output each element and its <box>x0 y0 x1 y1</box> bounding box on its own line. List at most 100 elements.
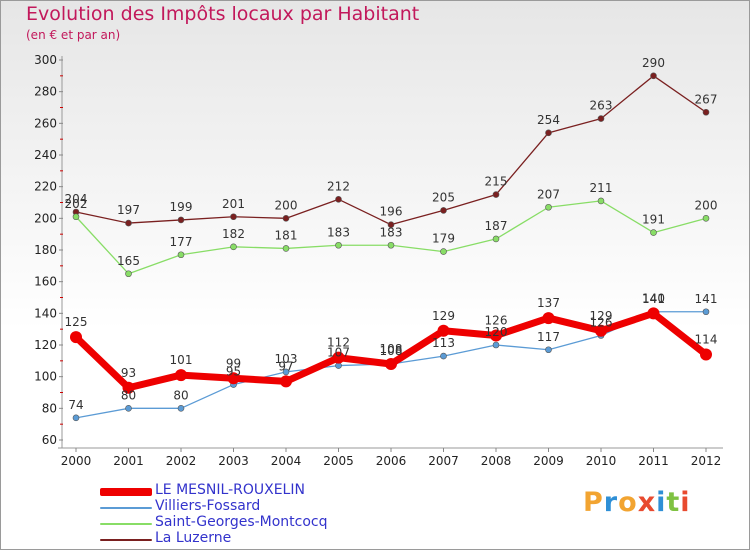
data-label-villiers-fossard: 80 <box>173 388 188 402</box>
data-point-saint-georges-montcocq <box>125 270 132 278</box>
data-point-le-mesnil-rouxelin <box>490 329 502 342</box>
legend-item-le-mesnil-rouxelin: LE MESNIL-ROUXELIN <box>100 482 400 500</box>
data-label-le-mesnil-rouxelin: 125 <box>65 315 88 329</box>
data-label-le-mesnil-rouxelin: 108 <box>380 342 403 356</box>
data-label-villiers-fossard: 141 <box>695 292 718 306</box>
data-point-le-mesnil-rouxelin <box>595 324 607 337</box>
proxiti-logo: Proxiti <box>583 487 691 518</box>
y-tick-label: 60 <box>42 433 57 447</box>
data-label-la-luzerne: 254 <box>537 113 560 127</box>
legend-item-la-luzerne: La Luzerne <box>100 530 400 548</box>
x-tick-label: 2005 <box>323 454 354 468</box>
data-label-le-mesnil-rouxelin: 137 <box>537 296 560 310</box>
data-point-la-luzerne <box>650 72 657 80</box>
legend-label-saint-georges-montcocq: Saint-Georges-Montcocq <box>155 514 328 530</box>
data-label-le-mesnil-rouxelin: 101 <box>170 353 193 367</box>
x-tick-label: 2009 <box>533 454 564 468</box>
data-point-villiers-fossard <box>72 414 80 422</box>
data-label-saint-georges-montcocq: 191 <box>642 213 665 227</box>
data-point-le-mesnil-rouxelin <box>175 369 187 382</box>
data-label-la-luzerne: 212 <box>327 179 350 193</box>
data-label-le-mesnil-rouxelin: 129 <box>590 309 613 323</box>
legend-swatch-le-mesnil-rouxelin <box>100 488 152 496</box>
data-label-la-luzerne: 215 <box>485 175 508 189</box>
data-point-la-luzerne <box>177 216 185 224</box>
data-point-le-mesnil-rouxelin <box>332 351 345 364</box>
data-label-la-luzerne: 199 <box>170 200 193 214</box>
data-point-la-luzerne <box>702 108 710 116</box>
data-point-villiers-fossard <box>702 308 710 316</box>
x-tick-label: 2008 <box>481 454 512 468</box>
legend-item-villiers-fossard: Villiers-Fossard <box>100 498 400 516</box>
data-label-le-mesnil-rouxelin: 93 <box>121 366 136 380</box>
legend-swatch-villiers-fossard <box>100 507 152 509</box>
data-label-le-mesnil-rouxelin: 114 <box>695 333 718 347</box>
x-tick-label: 2003 <box>218 454 249 468</box>
y-tick-label: 80 <box>42 401 57 415</box>
data-label-saint-georges-montcocq: 187 <box>485 219 508 233</box>
data-label-saint-georges-montcocq: 207 <box>537 187 560 201</box>
data-point-la-luzerne <box>387 221 395 228</box>
y-tick-label: 260 <box>34 116 57 130</box>
data-label-la-luzerne: 201 <box>222 197 245 211</box>
legend-label-villiers-fossard: Villiers-Fossard <box>155 498 261 514</box>
data-point-le-mesnil-rouxelin <box>437 324 450 337</box>
data-point-la-luzerne <box>282 215 290 222</box>
data-point-la-luzerne <box>545 129 552 137</box>
data-label-le-mesnil-rouxelin: 97 <box>278 359 293 373</box>
y-tick-label: 160 <box>34 275 57 289</box>
y-tick-label: 100 <box>34 370 57 384</box>
x-tick-label: 2012 <box>691 454 722 468</box>
data-point-saint-georges-montcocq <box>702 215 710 222</box>
data-label-saint-georges-montcocq: 183 <box>327 225 350 239</box>
data-label-saint-georges-montcocq: 165 <box>117 254 140 268</box>
data-point-le-mesnil-rouxelin <box>227 372 240 385</box>
legend-label-la-luzerne: La Luzerne <box>155 530 232 546</box>
x-tick-label: 2010 <box>586 454 617 468</box>
legend: LE MESNIL-ROUXELIN Villiers-Fossard Sain… <box>100 482 400 548</box>
y-tick-label: 180 <box>34 243 57 257</box>
data-point-le-mesnil-rouxelin <box>70 331 82 344</box>
data-label-saint-georges-montcocq: 202 <box>65 197 88 211</box>
y-tick-label: 220 <box>34 180 57 194</box>
data-label-villiers-fossard: 80 <box>121 388 136 402</box>
data-point-saint-georges-montcocq <box>440 248 447 255</box>
data-label-villiers-fossard: 117 <box>537 330 560 344</box>
x-tick-label: 2001 <box>113 454 144 468</box>
data-point-la-luzerne <box>492 191 500 198</box>
data-label-saint-georges-montcocq: 211 <box>590 181 613 195</box>
data-label-la-luzerne: 196 <box>380 205 403 219</box>
data-point-saint-georges-montcocq <box>335 241 342 249</box>
x-tick-label: 2002 <box>166 454 197 468</box>
y-tick-label: 140 <box>34 306 57 320</box>
legend-swatch-saint-georges-montcocq <box>100 523 152 525</box>
data-point-villiers-fossard <box>282 368 290 376</box>
data-label-la-luzerne: 263 <box>590 99 613 113</box>
legend-swatch-la-luzerne <box>100 539 152 541</box>
data-label-villiers-fossard: 107 <box>327 346 350 360</box>
data-point-saint-georges-montcocq <box>282 245 290 252</box>
data-label-villiers-fossard: 113 <box>432 336 455 350</box>
data-point-le-mesnil-rouxelin <box>542 312 555 325</box>
data-point-villiers-fossard <box>492 341 500 349</box>
y-tick-label: 280 <box>34 85 57 99</box>
x-tick-label: 2000 <box>61 454 92 468</box>
data-point-le-mesnil-rouxelin <box>700 348 712 361</box>
x-tick-label: 2007 <box>428 454 459 468</box>
data-point-villiers-fossard <box>440 352 447 360</box>
data-label-le-mesnil-rouxelin: 112 <box>327 336 350 350</box>
legend-item-saint-georges-montcocq: Saint-Georges-Montcocq <box>100 514 400 532</box>
data-label-la-luzerne: 205 <box>432 190 455 204</box>
data-point-saint-georges-montcocq <box>387 241 395 249</box>
data-label-villiers-fossard: 108 <box>380 344 403 358</box>
x-tick-label: 2004 <box>271 454 302 468</box>
data-label-saint-georges-montcocq: 182 <box>222 227 245 241</box>
data-label-le-mesnil-rouxelin: 140 <box>642 291 665 305</box>
data-point-villiers-fossard <box>545 346 552 354</box>
data-point-saint-georges-montcocq <box>650 229 657 236</box>
data-label-saint-georges-montcocq: 179 <box>432 232 455 246</box>
data-point-saint-georges-montcocq <box>597 197 605 205</box>
data-point-la-luzerne <box>125 219 132 227</box>
